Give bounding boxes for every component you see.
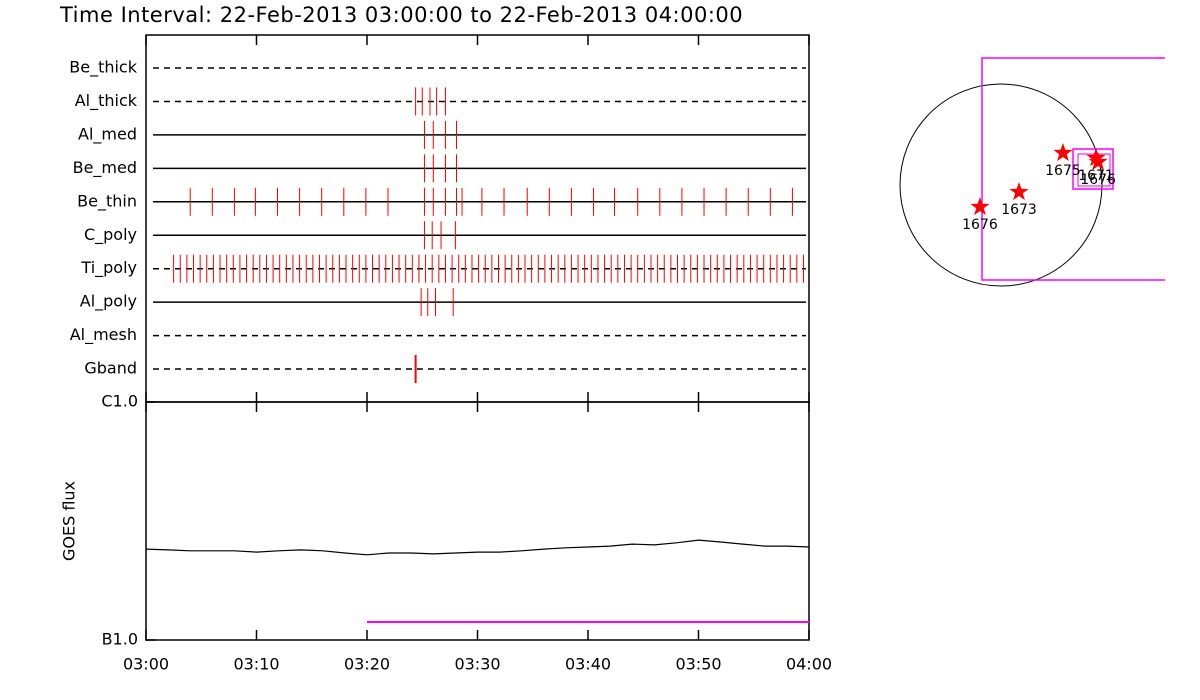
x-tick-label: 04:00 — [786, 655, 832, 674]
x-tick-label: 03:30 — [454, 655, 500, 674]
x-tick-label: 03:50 — [675, 655, 721, 674]
row-label: Al_thick — [75, 91, 138, 111]
point-label: 1671 — [1078, 168, 1114, 184]
goes-line — [145, 539, 810, 556]
point-label: 1675 — [1045, 163, 1081, 179]
x-tick-label: 03:40 — [565, 655, 611, 674]
solar-disk — [899, 83, 1103, 287]
fov-large — [981, 57, 1165, 281]
row-label: Be_med — [73, 158, 137, 178]
star — [970, 197, 990, 216]
y-axis-label: GOES flux — [60, 481, 79, 561]
fov-small — [1072, 148, 1114, 190]
point-label: 1673 — [1001, 202, 1037, 218]
y-tick-label: C1.0 — [101, 392, 138, 411]
point-label: 1676 — [962, 217, 998, 233]
row-label: Ti_poly — [80, 258, 137, 278]
x-tick-label: 03:00 — [123, 655, 169, 674]
x-tick-label: 03:10 — [233, 655, 279, 674]
timeline-frame — [145, 34, 810, 403]
star — [1088, 152, 1108, 171]
row-label: Be_thin — [77, 191, 137, 211]
row-label: C_poly — [84, 225, 137, 245]
star — [1053, 143, 1073, 162]
row-label: Al_med — [78, 124, 137, 144]
star — [1009, 182, 1029, 201]
row-label: Al_poly — [80, 292, 137, 312]
title: Time Interval: 22-Feb-2013 03:00:00 to 2… — [59, 3, 743, 27]
row-label: Gband — [84, 359, 137, 378]
x-tick-label: 03:20 — [344, 655, 390, 674]
row-label: Be_thick — [69, 58, 137, 78]
goes-frame — [145, 401, 810, 641]
y-tick-label: B1.0 — [102, 630, 138, 649]
star — [1086, 148, 1106, 167]
point-label: 1676 — [1080, 172, 1116, 188]
row-label: Al_mesh — [70, 325, 137, 345]
